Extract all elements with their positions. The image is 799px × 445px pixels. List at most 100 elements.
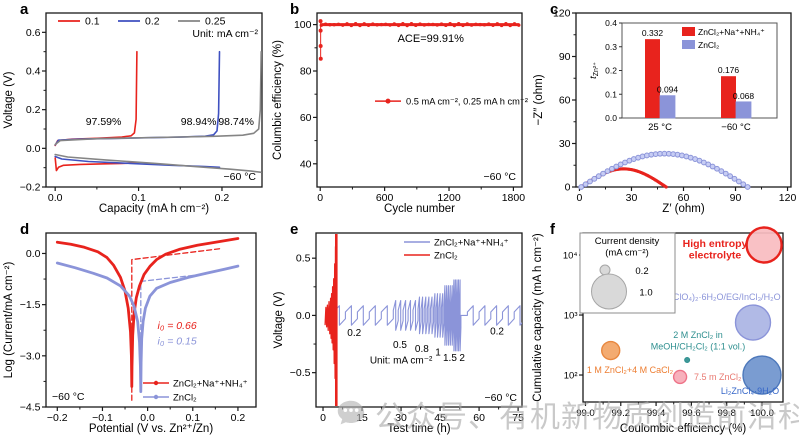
ce-point [383,22,388,27]
ce-point [465,22,469,26]
panel-f: 99.0 99.2 99.4 99.6 99.8 100.0 10² 10³ 10⁴ Coulom… [530,220,799,440]
y-tick-label: 0.0 [26,248,41,260]
ce-point [478,22,482,27]
ce-point [448,22,452,26]
y-tick-label: 100 [294,19,312,31]
ce-point [517,23,521,27]
x-tick-label: 0.1 [185,412,200,424]
y-tick-label: 60 [300,112,312,124]
x-tick-label: 120 [779,192,797,204]
size-legend-small-circle [599,264,611,276]
bubble-label-zncl2-meoh-ch2cl2: MeOH/CH₂Cl₂ (1:1 vol.) [651,342,746,352]
eis-point [740,181,747,188]
x-axis-label: Cycle number [384,203,455,215]
inset-y-tick-label: 0.3 [605,42,617,52]
ce-point [349,23,354,28]
plot-frame [315,232,523,408]
ce-point [504,22,508,26]
eis-point [714,165,720,172]
i0-annotation: i₀ = 0.15 [158,336,197,348]
bar [721,76,736,118]
tafel-extrapolation-0 [131,248,221,401]
x-axis-label: Z′ (ohm) [662,203,705,215]
y-axis-label: −Z″ (ohm) [533,74,545,125]
ce-point [401,22,405,26]
ce-point [456,22,461,26]
x-tick-label: 99.2 [612,408,631,419]
plot-frame [45,12,263,188]
outlier-point [318,19,323,24]
ce-point [392,22,396,26]
size-legend-title: Current density [595,236,660,247]
ce-point [439,22,444,26]
y-tick-label: −0.2 [20,182,41,194]
ce-point [396,23,401,28]
x-tick-label: 75 [512,412,524,424]
ce-point [332,22,336,27]
eis-point [744,184,751,190]
ce-point [431,22,435,27]
bar-value-label: 0.094 [657,85,679,95]
eis-point [735,178,742,185]
outlier-point [318,28,323,33]
bubble-label-zn-clo4-eg-incl3: Zn(ClO₄)₂·6H₂O/EG/InCl₃/H₂O [659,292,780,302]
ace-note: ACE=99.91% [398,33,465,45]
x-tick-label: −0.2 [47,412,68,424]
curve-0.25-stripping [54,50,262,146]
x-tick-label: 600 [376,192,394,204]
legend-label: ZnCl₂ [434,251,458,262]
y-tick-label: 0.4 [26,66,41,78]
bar [645,39,660,118]
y-tick-label: 0 [565,182,571,194]
y-axis-label: Columbic efficiency (%) [272,40,284,160]
size-legend-label: 0.2 [635,266,648,277]
panel-letter-c: c [550,1,559,18]
eis-point [591,175,598,182]
eis-point [722,170,729,177]
legend-marker [153,380,159,386]
legend-marker [153,394,159,400]
ce-point [469,23,474,27]
x-tick-label: 99.0 [576,408,595,419]
legend-swatch [682,27,695,36]
bubble-label-zncl2-cacl2: 1 M ZnCl₂+4 M CaCl₂ [587,365,674,375]
ce-point [375,23,379,27]
panel-letter-b: b [290,1,300,18]
x-tick-label: 1200 [437,192,461,204]
inset-y-label: tZn²⁺ [588,62,600,79]
x-tick-label: 30 [626,192,638,204]
bubble-label-high-entropy-electrolyte: electrolyte [689,250,742,262]
panel-letter-e: e [290,221,299,238]
ce-point [482,23,487,27]
unit-note: Unit: mA cm⁻² [370,356,433,367]
x-tick-label: 0.2 [215,192,230,204]
bubble-label-high-entropy-electrolyte: High entropy [683,238,748,250]
chart-tafel: −0.2 −0.1 0.0 0.1 0.2 0.0 −1.5 −3.0 −4.5 Potentia… [3,232,257,435]
ce-point [379,22,384,27]
eis-point [664,185,668,189]
ce-point [418,22,422,26]
y-tick-label: 10² [564,371,578,382]
ce-point [452,23,457,28]
bar [659,95,676,119]
y-tick-label: 10³ [564,311,578,322]
ce-annotation: 98.74% [218,116,254,128]
ce-point [414,23,418,28]
ce-point [319,23,323,27]
temp-note: −60 °C [484,392,517,404]
eis-point [600,170,607,177]
rate-label: 1.5 [443,353,457,364]
chart-coulombic-efficiency: 0 600 1200 1800 40 60 80 100 Cycle number Columbi… [272,12,528,215]
bar-value-label: 0.068 [733,91,755,101]
legend-marker [385,98,391,104]
size-legend-subtitle: (mA cm⁻²) [605,248,649,259]
y-tick-label: 40 [300,158,312,170]
panel-b: 0 600 1200 1800 40 60 80 100 Cycle number Columbi… [270,0,530,220]
legend-label: 0.5 mA cm⁻², 0.25 mA h cm⁻² [406,97,528,107]
inset-category-label: −60 °C [721,122,751,133]
y-axis-label: Voltage (V) [3,71,15,128]
panel-letter-f: f [550,221,555,238]
x-axis-label: Coulombic efficiency (%) [620,423,747,435]
ce-annotation: 97.59% [86,116,122,128]
eis-point [709,163,716,170]
